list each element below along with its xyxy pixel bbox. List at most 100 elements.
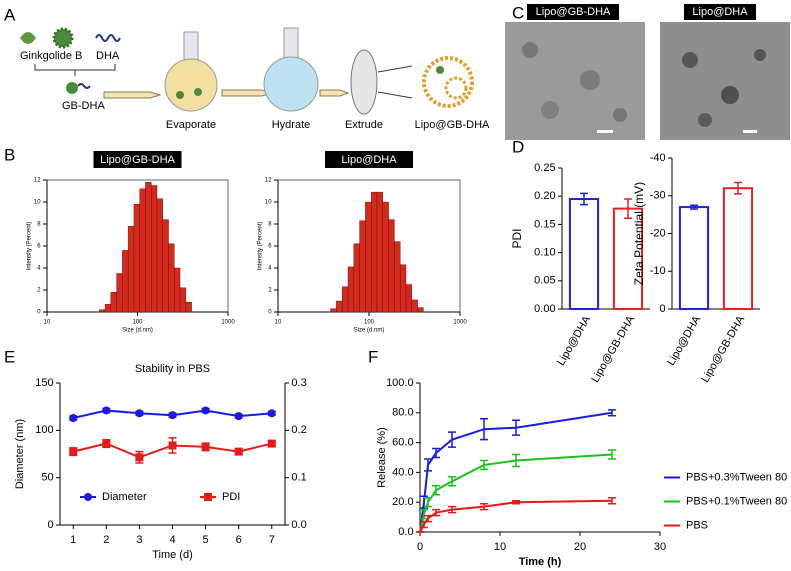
scale-bar xyxy=(597,130,613,133)
marker xyxy=(234,447,243,456)
x-tick-label: 0 xyxy=(417,541,423,553)
marker xyxy=(201,442,210,451)
bar xyxy=(722,187,754,310)
scheme: Ginkgolide B DHA GB-DHA Evaporate Hydrat… xyxy=(20,27,490,131)
y-tick-label: 0.3 xyxy=(291,377,306,389)
y-tick-label: 0 xyxy=(268,310,272,316)
x-tick-label: 10 xyxy=(275,320,282,326)
histogram-bar xyxy=(127,225,135,313)
x-tick-label: 100 xyxy=(364,320,375,326)
y-tick-label: 0.1 xyxy=(291,472,306,484)
y-tick-label: 0.15 xyxy=(534,218,555,230)
y-axis-label: Diameter (nm) xyxy=(14,419,26,489)
legend-label: PBS+0.1%Tween 80 xyxy=(686,495,787,507)
y-tick-label: 0.25 xyxy=(534,162,555,174)
marker xyxy=(102,406,111,415)
error-bar xyxy=(432,508,440,517)
x-tick-label: 5 xyxy=(203,534,209,546)
error-bar xyxy=(448,476,456,487)
bracket xyxy=(34,64,116,76)
error-bar xyxy=(512,453,520,468)
panel-label: A xyxy=(4,5,16,24)
error-bar xyxy=(512,499,520,505)
histogram-bar xyxy=(139,188,146,313)
y-axis-label: Intensity (Percent) xyxy=(27,222,33,271)
histogram-bar xyxy=(388,219,395,313)
arrow xyxy=(377,65,413,99)
flask xyxy=(283,27,299,61)
y-axis-label: Zeta Potential (mV) xyxy=(632,182,646,285)
y-axis-label: PDI xyxy=(510,228,524,248)
particle xyxy=(194,88,202,96)
scheme-item: Ginkgolide B xyxy=(20,50,82,62)
histogram-bar xyxy=(359,220,366,313)
histogram-bar xyxy=(347,266,355,313)
error-bar xyxy=(624,198,632,219)
x-tick-label: Lipo@GB-DHA xyxy=(699,313,747,384)
scheme-step: Extrude xyxy=(345,119,383,131)
title-box xyxy=(93,151,182,168)
legend-label: PBS xyxy=(686,519,708,531)
marker xyxy=(135,409,144,418)
vesicle xyxy=(682,52,698,68)
x-tick-label: 2 xyxy=(103,534,109,546)
legend-label: PBS+0.3%Tween 80 xyxy=(686,471,787,483)
histogram-bar xyxy=(116,273,123,313)
scheme-item: GB-DHA xyxy=(62,100,105,112)
y-tick-label: 100 xyxy=(35,424,53,436)
histogram-bar xyxy=(341,286,349,313)
liposome xyxy=(444,76,468,100)
scale-bar xyxy=(743,130,757,133)
scheme-step: Evaporate xyxy=(166,119,216,131)
y-tick-label: 10 xyxy=(265,200,272,206)
x-axis-label: Time (d) xyxy=(152,549,193,561)
arrow xyxy=(319,89,350,97)
histogram-bar xyxy=(370,191,378,313)
y-tick-label: 4 xyxy=(268,266,272,272)
y-tick-label: 8 xyxy=(37,222,41,228)
panel-label: E xyxy=(4,347,15,366)
y-tick-label: 0.00 xyxy=(534,303,555,315)
histogram-bar xyxy=(156,198,163,313)
y-tick-label: 60.0 xyxy=(392,437,413,449)
histogram-bar xyxy=(110,292,117,313)
chart-title: Stability in PBS xyxy=(135,363,210,375)
y-tick-label: 0 xyxy=(659,303,665,315)
y-tick-label: 0.10 xyxy=(534,247,555,259)
x-tick-label: Lipo@DHA xyxy=(555,313,593,367)
y-tick-label: 12 xyxy=(34,178,41,184)
vesicle xyxy=(613,108,627,122)
vesicle xyxy=(698,113,712,127)
error-bar xyxy=(424,496,432,508)
scheme-step: Lipo@GB-DHA xyxy=(415,119,490,131)
error-bar xyxy=(424,458,432,472)
y-tick-label: 10 xyxy=(34,200,41,206)
y-tick-label: -40 xyxy=(650,152,666,164)
liposome xyxy=(422,56,474,108)
histogram-bar xyxy=(174,267,181,313)
histogram-bar xyxy=(104,304,112,313)
y-axis-label: Intensity (Percent) xyxy=(258,222,264,271)
error-bar xyxy=(420,508,428,520)
series-line xyxy=(419,499,613,533)
histogram-bar xyxy=(133,203,140,313)
flask xyxy=(263,56,319,112)
filter xyxy=(350,49,378,115)
legend-label: Diameter xyxy=(102,491,147,503)
error-bar xyxy=(608,409,616,417)
marker xyxy=(69,447,78,456)
x-tick-label: Lipo@GB-DHA xyxy=(589,313,637,384)
error-bar xyxy=(432,485,440,496)
marker xyxy=(135,453,144,462)
error-bar xyxy=(448,505,456,514)
x-axis-label: Size (d.nm) xyxy=(122,328,153,334)
x-tick-label: 100 xyxy=(132,320,143,326)
marker xyxy=(69,414,78,423)
x-axis-label: Time (h) xyxy=(519,556,562,568)
vesicle xyxy=(580,70,600,90)
x-tick-label: 7 xyxy=(269,534,275,546)
micrograph xyxy=(660,22,790,140)
vesicle xyxy=(541,101,559,119)
ginkgolide-icon xyxy=(52,27,74,49)
legend-label: PDI xyxy=(222,491,240,503)
